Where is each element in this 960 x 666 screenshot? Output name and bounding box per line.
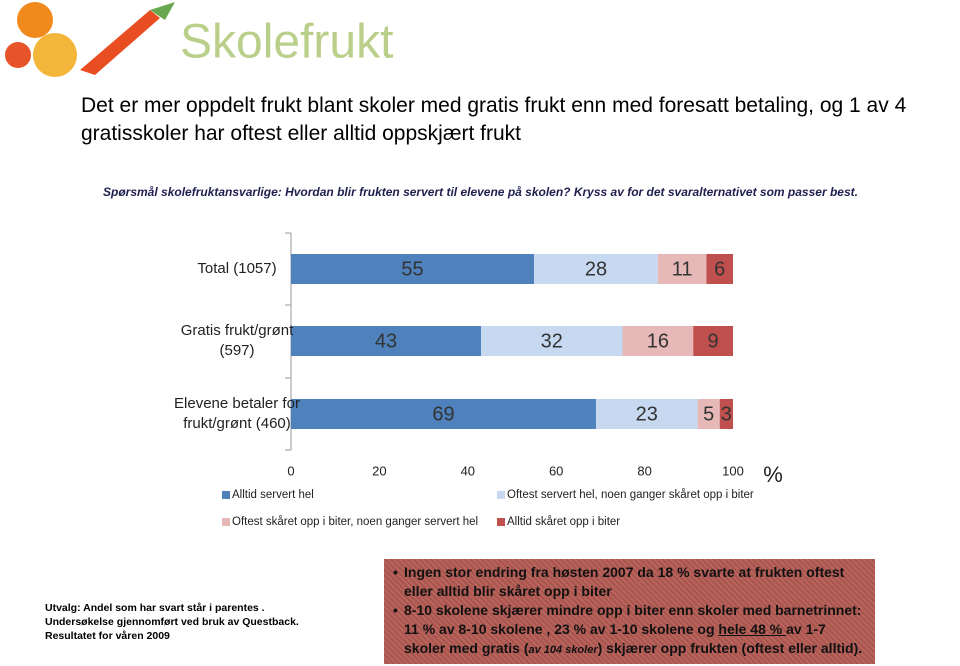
data-label: 28 bbox=[585, 258, 607, 280]
notes-box: Ingen stor endring fra høsten 2007 da 18… bbox=[384, 559, 875, 664]
note-text: hele 48 % bbox=[718, 621, 787, 637]
bar-segment bbox=[534, 254, 658, 284]
data-label: 5 bbox=[703, 403, 714, 425]
note-text: av 104 skoler bbox=[528, 644, 598, 656]
x-tick-label: 20 bbox=[372, 463, 386, 478]
bar-segment bbox=[706, 254, 733, 284]
note-text: 8-10 skolene skjærer mindre opp i biter … bbox=[404, 602, 862, 637]
data-label: 3 bbox=[721, 403, 732, 425]
footnote-line: Undersøkelse gjennomført ved bruk av Que… bbox=[45, 616, 299, 628]
x-tick-label: 40 bbox=[461, 463, 475, 478]
data-label: 43 bbox=[375, 330, 397, 352]
bar-segment bbox=[622, 326, 694, 356]
title: Det er mer oppdelt frukt blant skoler me… bbox=[81, 94, 907, 145]
category-label: Gratis frukt/grønt (597) bbox=[180, 322, 294, 359]
bar-segment bbox=[291, 326, 482, 356]
data-label: 11 bbox=[672, 258, 693, 280]
x-tick-label: 80 bbox=[637, 463, 651, 478]
note-text: av 1-7 skoler med gratis ( bbox=[404, 621, 826, 656]
legend-label: Alltid skåret opp i biter bbox=[507, 516, 620, 528]
bar-segment bbox=[697, 399, 720, 429]
legend-label: Oftest skåret opp i biter, noen ganger s… bbox=[232, 516, 478, 528]
bar-segment bbox=[595, 399, 698, 429]
footnote-line: Utvalg: Andel som har svart står i paren… bbox=[45, 602, 265, 614]
note-bullet: 8-10 skolene skjærer mindre opp i biter … bbox=[393, 601, 867, 660]
legend-label: Oftest servert hel, noen ganger skåret o… bbox=[507, 489, 754, 501]
data-label: 16 bbox=[647, 330, 669, 352]
bar-segment bbox=[657, 254, 707, 284]
question: Spørsmål skolefruktansvarlige: Hvordan b… bbox=[103, 185, 858, 199]
bar-segment bbox=[481, 326, 623, 356]
notes-list: Ingen stor endring fra høsten 2007 da 18… bbox=[392, 563, 867, 660]
x-tick-label: 60 bbox=[549, 463, 563, 478]
note-text: Ingen stor endring fra høsten 2007 da 18… bbox=[404, 564, 845, 599]
data-label: 6 bbox=[714, 258, 725, 280]
data-label: 55 bbox=[401, 258, 423, 280]
legend-swatch bbox=[497, 518, 505, 526]
logo-text: Skolefrukt bbox=[180, 16, 393, 69]
legend-label: Alltid servert hel bbox=[232, 489, 314, 501]
category-label: Total (1057) bbox=[197, 260, 277, 277]
note-text: ) skjærer opp frukten (oftest eller allt… bbox=[597, 640, 863, 656]
data-label: 69 bbox=[432, 403, 454, 425]
bar-segment bbox=[291, 399, 596, 429]
footnote: Utvalg: Andel som har svart står i paren… bbox=[45, 601, 299, 643]
logo-graphic bbox=[5, 2, 175, 77]
x-axis-label: % bbox=[763, 462, 783, 487]
data-label: 32 bbox=[541, 330, 563, 352]
legend-swatch bbox=[222, 491, 230, 499]
data-label: 9 bbox=[708, 330, 719, 352]
x-tick-label: 0 bbox=[287, 463, 294, 478]
data-label: 23 bbox=[636, 403, 658, 425]
category-label: Elevene betaler for frukt/grønt (460) bbox=[174, 395, 300, 432]
note-bullet: Ingen stor endring fra høsten 2007 da 18… bbox=[393, 563, 867, 601]
bar-segment bbox=[291, 254, 535, 284]
legend-swatch bbox=[497, 491, 505, 499]
bar-segment bbox=[693, 326, 733, 356]
footnote-line: Resultatet for våren 2009 bbox=[45, 630, 170, 642]
bar-segment bbox=[719, 399, 733, 429]
x-tick-label: 100 bbox=[722, 463, 744, 478]
legend-swatch bbox=[222, 518, 230, 526]
